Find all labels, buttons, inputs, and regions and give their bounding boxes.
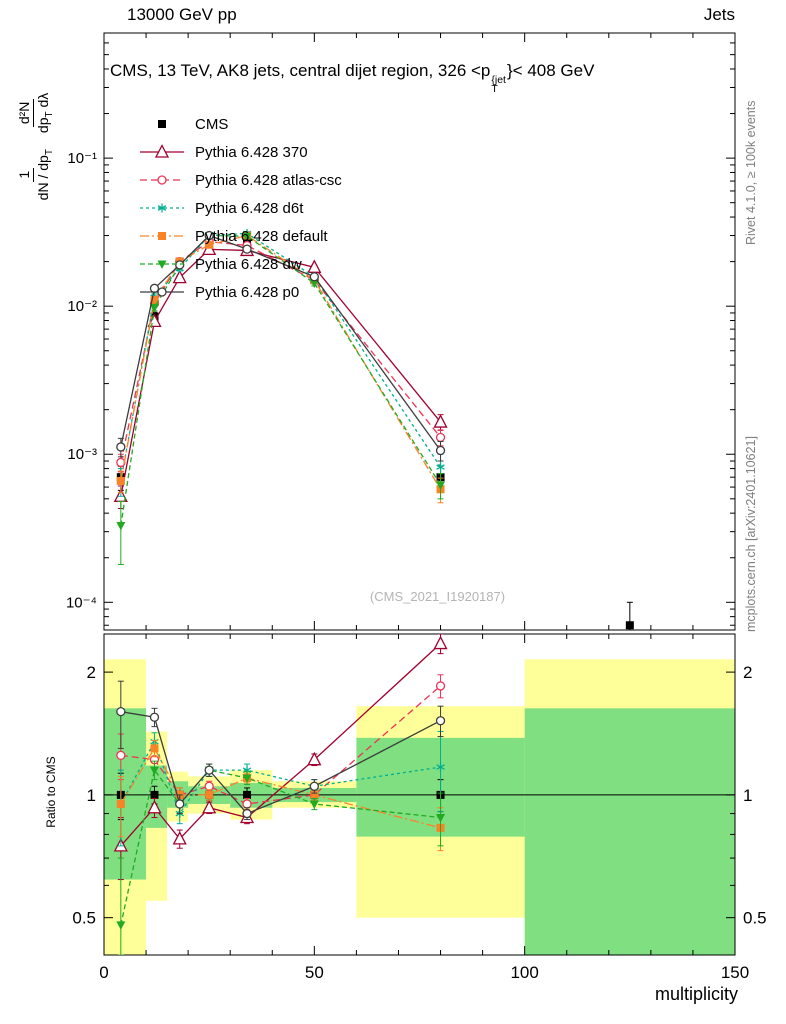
frac2-den-sub: T [43, 111, 55, 118]
pt-jet-supsub: {jet T [491, 74, 506, 95]
ratio-tick-label-left: 0.5 [72, 909, 96, 928]
frac2-numerator: d²N [15, 98, 34, 128]
ratio-axis-label: Ratio to CMS [44, 756, 58, 828]
plot-title-pre: CMS, 13 TeV, AK8 jets, central dijet reg… [110, 61, 491, 80]
y-label-frac1: 1 dN / dpT [15, 149, 55, 200]
series-ratio-p0 [116, 680, 446, 821]
ratio-tick-label-right: 1 [743, 786, 752, 805]
cms-extra-point [625, 601, 634, 630]
analysis-id-watermark: (CMS_2021_I1920187) [369, 589, 506, 604]
y-tick-label: 10⁻³ [67, 446, 97, 463]
legend-label: Pythia 6.428 d6t [195, 199, 304, 217]
y-axis-label: 1 dN / dpT d²N dpT dλ [8, 43, 62, 250]
plot-title: CMS, 13 TeV, AK8 jets, central dijet reg… [110, 61, 594, 94]
analysis-group-label: Jets [703, 5, 735, 24]
legend-label: Pythia 6.428 p0 [195, 283, 300, 301]
y-tick-label: 10⁻⁴ [66, 594, 97, 611]
legend-marker-atlas-csc [140, 175, 184, 185]
ratio-tick-label-left: 1 [87, 786, 96, 805]
mcplots-credit-label: mcplots.cern.ch [arXiv:2401.10621] [744, 436, 758, 632]
legend-label: Pythia 6.428 atlas-csc [195, 171, 342, 189]
beam-energy-label: 13000 GeV pp [127, 5, 237, 24]
ratio-tick-label-left: 2 [87, 663, 96, 682]
plot-title-post: }< 408 GeV [506, 61, 595, 80]
frac1-den-text: dN / dp [34, 155, 51, 201]
y-tick-label: 10⁻² [67, 298, 97, 315]
main-panel-frame [103, 32, 736, 631]
frac1-den-sub: T [43, 149, 55, 156]
legend-entry-atlas-csc: Pythia 6.428 atlas-csc [138, 166, 342, 194]
series-main-p0 [116, 230, 446, 462]
legend-marker-dw [140, 260, 184, 269]
legend-marker-default [140, 232, 184, 240]
rivet-version-label: Rivet 4.1.0, ≥ 100k events [744, 100, 758, 245]
legend-entry-d6t: Pythia 6.428 d6t [138, 194, 342, 222]
x-tick-label: 0 [99, 963, 108, 982]
x-axis-label: multiplicity [654, 984, 738, 1004]
legend: CMS Pythia 6.428 370 Pythia 6.428 atlas-cs… [138, 110, 342, 306]
legend-marker-cms [158, 120, 166, 128]
plot-title-sub: T [491, 83, 498, 95]
frac2-den-post: dλ [34, 92, 51, 112]
legend-label: Pythia 6.428 default [195, 227, 328, 245]
legend-entry-dw: Pythia 6.428 dw [138, 250, 342, 278]
legend-marker-370 [140, 144, 184, 158]
ratio-panel-frame [103, 633, 736, 956]
y-tick-label: 10⁻¹ [67, 150, 97, 167]
legend-entry-default: Pythia 6.428 default [138, 222, 342, 250]
legend-entry-370: Pythia 6.428 370 [138, 138, 342, 166]
x-tick-label: 150 [721, 963, 749, 982]
frac1-denominator: dN / dpT [34, 149, 55, 200]
legend-label: Pythia 6.428 dw [195, 255, 302, 273]
y-label-frac2: d²N dpT dλ [15, 93, 55, 133]
ratio-tick-label-right: 2 [743, 663, 752, 682]
legend-label: CMS [195, 115, 229, 133]
frac2-denominator: dpT dλ [34, 93, 55, 133]
frac2-den-text: dp [34, 117, 51, 134]
legend-marker-d6t [140, 203, 184, 213]
legend-entry-cms: CMS [138, 110, 342, 138]
x-tick-label: 50 [305, 963, 324, 982]
legend-label: Pythia 6.428 370 [195, 143, 308, 161]
x-tick-label: 100 [510, 963, 538, 982]
frac1-numerator: 1 [15, 167, 34, 182]
legend-marker-p0 [140, 287, 184, 297]
ratio-tick-label-right: 0.5 [743, 909, 767, 928]
legend-entry-p0: Pythia 6.428 p0 [138, 278, 342, 306]
plot-title-sup: {jet [491, 74, 506, 86]
